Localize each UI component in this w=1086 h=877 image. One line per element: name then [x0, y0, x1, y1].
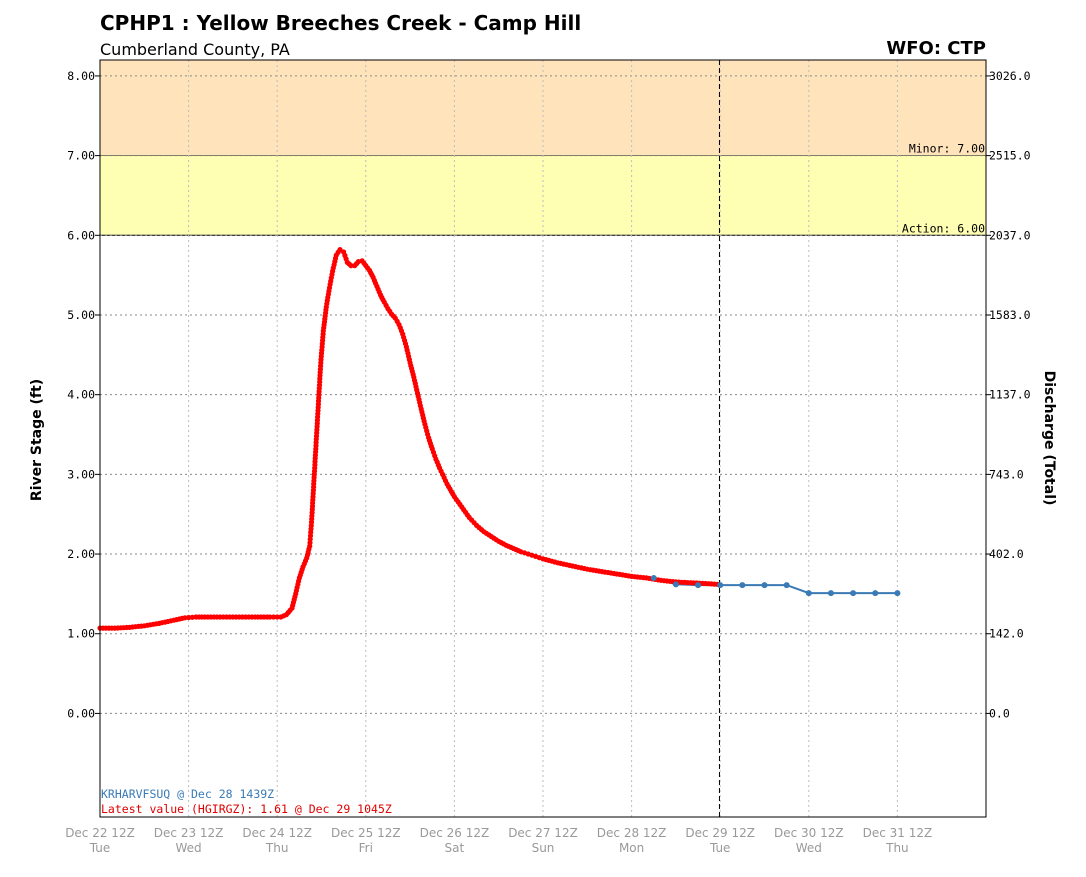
x-tick-label: Dec 27 12Z: [508, 826, 578, 840]
y-tick-label-right: 743.0: [989, 467, 1024, 481]
x-tick-label: Dec 30 12Z: [774, 826, 844, 840]
forecast-point: [805, 590, 812, 597]
y-tick-label-right: 2515.0: [989, 149, 1031, 163]
y-tick-label-right: 402.0: [989, 547, 1024, 561]
x-tick-day-label: Thu: [265, 841, 289, 855]
y-axis-title-left: River Stage (ft): [29, 379, 45, 501]
x-tick-day-label: Wed: [796, 841, 822, 855]
y-tick-label-right: 3026.0: [989, 69, 1031, 83]
forecast-point: [850, 590, 857, 597]
x-tick-label: Dec 24 12Z: [242, 826, 312, 840]
latest-value-note: Latest value (HGIRGZ): 1.61 @ Dec 29 104…: [101, 802, 392, 816]
y-tick-label-left: 2.00: [67, 547, 95, 561]
y-tick-label-left: 1.00: [67, 627, 95, 641]
forecast-point: [672, 581, 679, 588]
chart-subtitle: Cumberland County, PA: [100, 40, 290, 59]
y-tick-label-right: 1137.0: [989, 388, 1031, 402]
x-tick-label: Dec 22 12Z: [65, 826, 135, 840]
x-tick-day-label: Mon: [619, 841, 644, 855]
y-tick-label-right: 0.0: [989, 706, 1010, 720]
forecast-point: [894, 590, 901, 597]
y-tick-label-left: 6.00: [67, 228, 95, 242]
x-tick-label: Dec 31 12Z: [863, 826, 933, 840]
y-tick-label-left: 3.00: [67, 467, 95, 481]
x-tick-day-label: Tue: [89, 841, 111, 855]
observed-point: [182, 615, 188, 621]
forecast-point: [827, 590, 834, 597]
flood-label-minor: Minor: 7.00: [909, 142, 985, 156]
x-tick-label: Dec 26 12Z: [420, 826, 490, 840]
x-tick-day-label: Sun: [532, 841, 555, 855]
forecast-point: [739, 582, 746, 589]
observed-point: [270, 614, 277, 620]
forecast-point: [717, 582, 724, 589]
series-line-observed: [100, 248, 718, 630]
y-tick-label-left: 4.00: [67, 388, 95, 402]
y-tick-label-right: 142.0: [989, 627, 1024, 641]
x-tick-label: Dec 29 12Z: [685, 826, 755, 840]
forecast-point: [783, 582, 790, 589]
y-tick-label-left: 5.00: [67, 308, 95, 322]
observed-point: [186, 614, 192, 621]
y-tick-label-left: 7.00: [67, 149, 95, 163]
y-tick-label-right: 1583.0: [989, 308, 1031, 322]
chart-title: CPHP1 : Yellow Breeches Creek - Camp Hil…: [100, 11, 581, 35]
forecast-point: [650, 574, 657, 581]
x-tick-day-label: Fri: [359, 841, 373, 855]
forecast-point: [761, 582, 768, 589]
wfo-label: WFO: CTP: [886, 38, 986, 59]
observed-point: [267, 614, 273, 620]
x-tick-label: Dec 23 12Z: [154, 826, 224, 840]
observed-point: [189, 614, 195, 620]
x-tick-label: Dec 25 12Z: [331, 826, 401, 840]
forecast-point: [872, 590, 879, 597]
flood-label-action: Action: 6.00: [902, 221, 985, 235]
y-tick-label-right: 2037.0: [989, 228, 1031, 242]
observed-point: [348, 263, 354, 269]
x-tick-day-label: Sat: [445, 841, 465, 855]
y-tick-label-left: 8.00: [67, 69, 95, 83]
x-tick-day-label: Thu: [885, 841, 909, 855]
y-tick-label-left: 0.00: [67, 706, 95, 720]
plot-area-frame: [99, 59, 987, 818]
x-tick-day-label: Wed: [176, 841, 202, 855]
forecast-point: [695, 582, 702, 589]
x-tick-day-label: Tue: [709, 841, 731, 855]
x-tick-label: Dec 28 12Z: [597, 826, 667, 840]
observed-point: [274, 614, 280, 620]
forecast-issuance-note: KRHARVFSUQ @ Dec 28 1439Z: [101, 787, 274, 801]
y-axis-title-right: Discharge (Total): [1041, 371, 1057, 506]
